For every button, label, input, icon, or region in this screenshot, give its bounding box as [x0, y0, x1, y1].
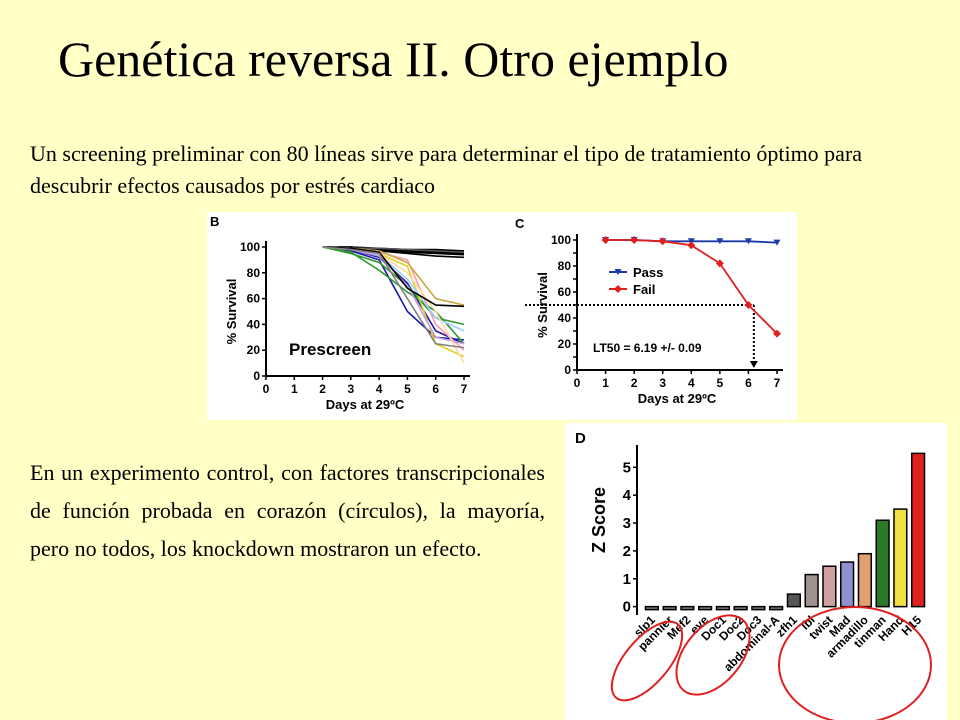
- y-axis-title: Z Score: [589, 487, 609, 553]
- y-tick-label: 40: [558, 311, 572, 325]
- bar-twist: [822, 565, 837, 608]
- legend-marker: [614, 285, 622, 293]
- y-tick-label: 80: [558, 259, 572, 273]
- bar-eve: [697, 605, 713, 611]
- y-tick-label: 100: [551, 233, 571, 247]
- x-tick-label: 1: [602, 376, 609, 390]
- bar-tinman: [875, 519, 890, 608]
- series-line: [322, 246, 465, 308]
- fail-marker: [687, 241, 696, 250]
- x-tick-label: 0: [263, 382, 270, 396]
- series-line: [322, 246, 465, 345]
- panel-label: C: [515, 216, 525, 231]
- bar-hand: [893, 508, 908, 608]
- legend-marker: [614, 269, 622, 275]
- x-tick-label: 6: [745, 376, 752, 390]
- bar-mef2: [680, 605, 695, 611]
- lt50-arrowhead: [749, 361, 758, 368]
- panel-label: B: [210, 214, 219, 229]
- fail-marker: [773, 329, 781, 338]
- fail-marker: [601, 236, 610, 244]
- survival-charts-panel: B 0 1 2 3 4 5 6 7 0 20 40 60 80 100 Days at 29ºC% Survi…: [207, 212, 797, 420]
- pass-marker: [716, 238, 724, 245]
- category-label: zfh1: [773, 613, 800, 640]
- y-tick-label: 0: [253, 369, 260, 383]
- legend-label: Fail: [633, 282, 655, 297]
- y-axis-title: % Survival: [224, 279, 239, 345]
- y-tick-label: 0: [564, 363, 571, 377]
- y-tick-label: 20: [247, 343, 261, 357]
- x-tick-label: 6: [432, 382, 439, 396]
- x-tick-label: 4: [376, 382, 383, 396]
- y-tick-label: 80: [247, 266, 261, 280]
- x-tick-label: 2: [631, 376, 638, 390]
- pass-marker: [744, 238, 752, 245]
- bar-abdominal-a: [768, 605, 784, 611]
- bar-doc1: [715, 605, 731, 611]
- bar-armadillo: [857, 552, 873, 608]
- y-tick-label: 2: [623, 543, 631, 560]
- pass-marker: [773, 239, 781, 246]
- circle-group-2: [675, 614, 751, 696]
- series-line: [322, 246, 465, 345]
- y-tick-label: 60: [558, 285, 572, 299]
- body-text: En un experimento control, con factores …: [30, 460, 545, 561]
- series-line: [322, 246, 465, 345]
- legend-label: Pass: [633, 265, 663, 280]
- x-tick-label: 0: [574, 376, 581, 390]
- series-line: [322, 246, 465, 255]
- bar-pannier: [662, 605, 677, 611]
- x-tick-label: 2: [319, 382, 326, 396]
- bar-lbl: [804, 573, 819, 608]
- series-line: [322, 246, 465, 349]
- circle-group-3: [778, 606, 932, 720]
- y-tick-label: 100: [240, 240, 260, 254]
- x-tick-label: 5: [717, 376, 724, 390]
- bar-doc3: [751, 605, 766, 611]
- lt50-annotation: LT50 = 6.19 +/- 0.09: [593, 341, 702, 355]
- fail-marker: [744, 301, 753, 309]
- y-tick-label: 60: [247, 292, 261, 306]
- fail-marker: [630, 236, 639, 244]
- x-axis-title: Days at 29ºC: [638, 391, 717, 406]
- circle-group-1: [610, 620, 684, 702]
- fail-marker: [715, 259, 724, 268]
- x-tick-label: 7: [461, 382, 468, 396]
- y-tick-label: 3: [623, 515, 631, 532]
- y-tick-label: 1: [623, 571, 631, 588]
- y-tick-label: 5: [623, 459, 631, 476]
- bar-h15: [910, 452, 926, 608]
- y-tick-label: 40: [247, 317, 261, 331]
- x-tick-label: 1: [291, 382, 298, 396]
- bar-mad: [839, 561, 855, 608]
- x-tick-label: 7: [774, 376, 781, 390]
- y-tick-label: 4: [623, 487, 632, 504]
- slide-title: Genética reversa II. Otro ejemplo: [58, 31, 729, 87]
- bar-zfh1: [786, 593, 802, 608]
- bar-slp1: [644, 605, 660, 611]
- x-axis-title: Days at 29ºC: [326, 397, 405, 412]
- fail-marker: [658, 237, 667, 246]
- x-tick-label: 3: [348, 382, 355, 396]
- x-tick-label: 4: [688, 376, 695, 390]
- y-tick-label: 0: [623, 599, 631, 616]
- series-line-fail: [605, 239, 778, 335]
- bar-doc2: [733, 605, 748, 611]
- x-tick-label: 3: [659, 376, 666, 390]
- intro-text: Un screening preliminar con 80 líneas si…: [30, 141, 863, 198]
- x-tick-label: 5: [404, 382, 411, 396]
- panel-label: D: [575, 430, 586, 447]
- y-tick-label: 20: [558, 337, 572, 351]
- chart-annotation: Prescreen: [289, 340, 371, 359]
